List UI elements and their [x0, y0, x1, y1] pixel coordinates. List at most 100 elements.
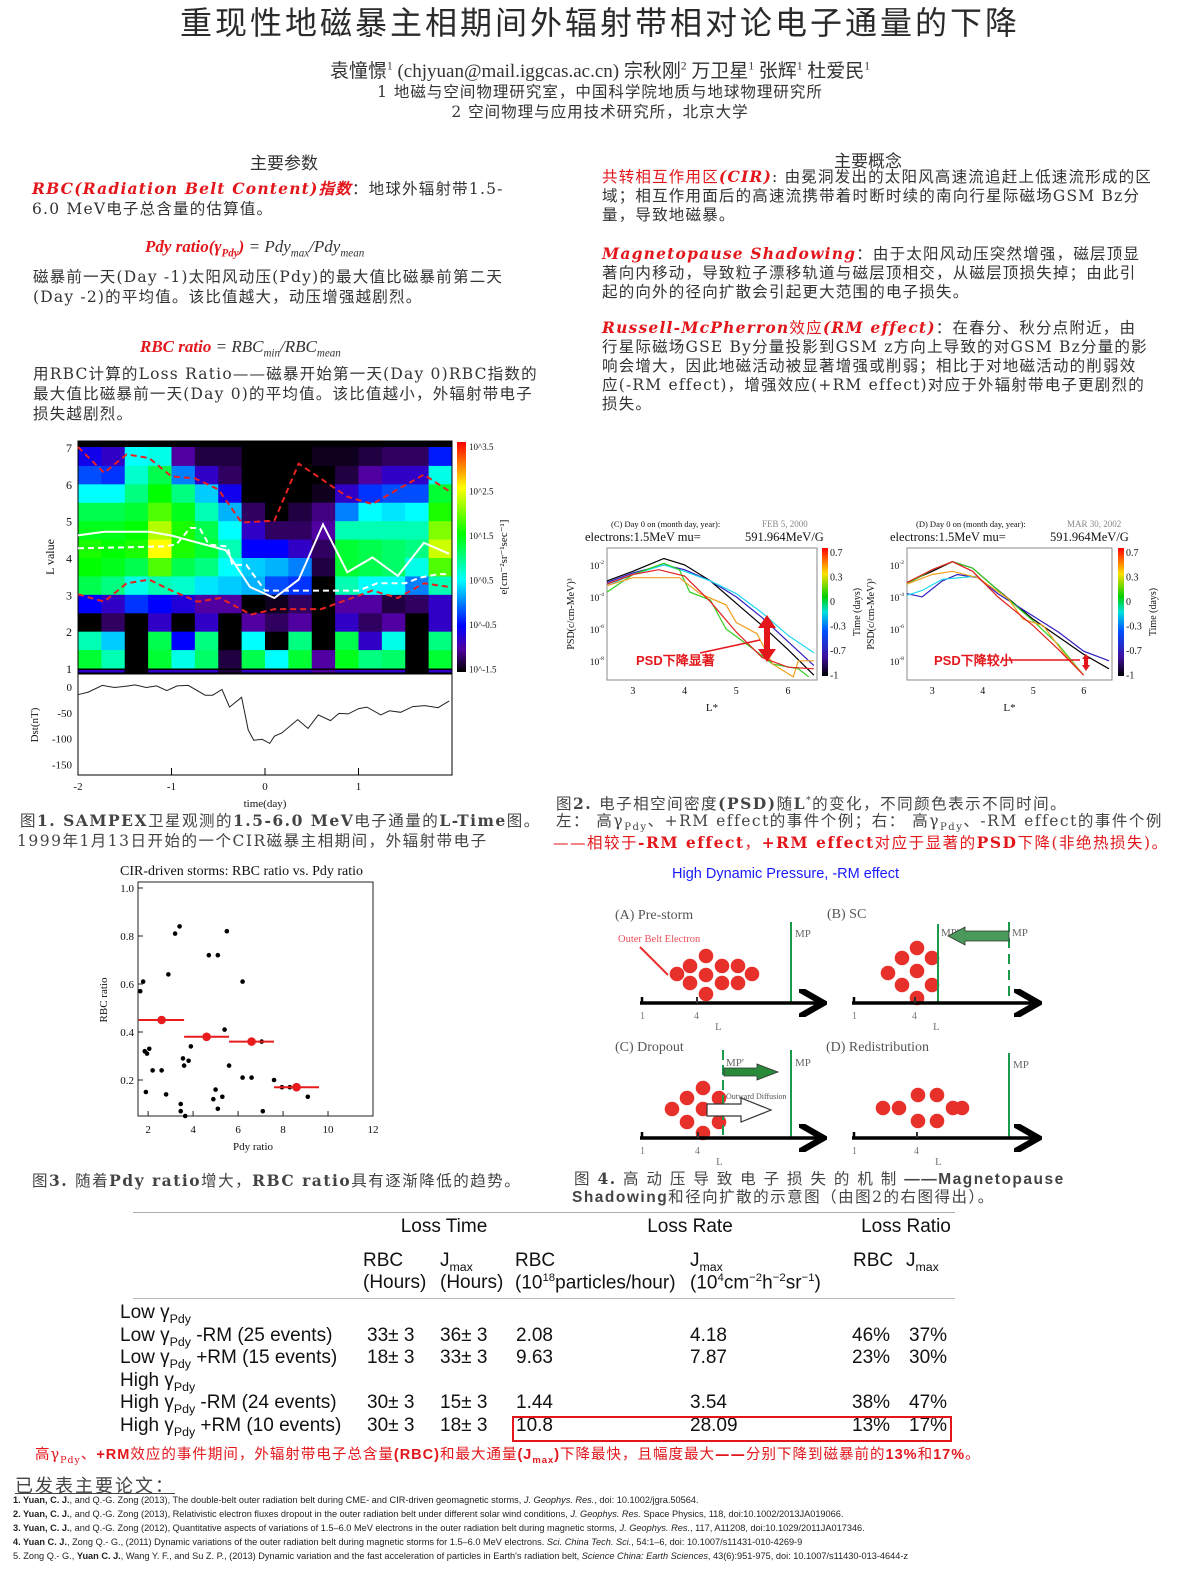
electron-dot [924, 977, 940, 993]
heatmap-cell [311, 649, 336, 669]
text-run: −1 [801, 1272, 815, 1284]
reference-item: 2. Yuan, C. J., and Q.-G. Zong (2013), R… [13, 1509, 843, 1519]
electron-dot [909, 963, 925, 979]
text-run: 下降最快，且幅度最大 [560, 1447, 716, 1463]
text-run: /RBC [280, 337, 317, 356]
data-point [215, 952, 221, 958]
text-run: 效应的事件期间，外辐射带电子总含量 [130, 1447, 394, 1463]
heatmap-cell [311, 520, 336, 540]
data-point [186, 1058, 191, 1064]
data-point [249, 1075, 254, 1080]
text-run: , doi: 10.1002/jgra.50564. [594, 1495, 699, 1505]
colorbar-label: Time (days) [852, 588, 863, 636]
x-axis-label: L* [1003, 702, 1015, 714]
heatmap-cell [218, 649, 243, 669]
heatmap-cell [358, 575, 383, 595]
heatmap-cell [124, 483, 149, 503]
highlight-box [512, 1415, 952, 1442]
heatmap-cell [148, 557, 172, 577]
heatmap-cell [311, 575, 336, 595]
heatmap-cell [381, 483, 406, 503]
text-run: 1 [387, 60, 393, 73]
text-run: 。 [965, 1447, 981, 1463]
text-run: J. Geophys. Res. [619, 1523, 690, 1533]
heatmap-cell [265, 612, 289, 632]
heatmap-cell [171, 447, 196, 466]
heatmap-cell [148, 612, 172, 632]
plot-frame [906, 547, 1113, 681]
text-run: 张辉 [754, 61, 797, 82]
text-run: 图 [32, 1172, 50, 1190]
text-run: 2. [573, 794, 600, 814]
data-point [260, 1108, 266, 1114]
heatmap-cell [381, 631, 406, 651]
heatmap-cell [381, 649, 406, 669]
diffusion-arrow-icon [706, 1097, 773, 1123]
heatmap-cell [241, 649, 266, 669]
heatmap-cell [148, 465, 172, 485]
heatmap-cell [241, 483, 266, 503]
text-run: 杜爱民 [802, 61, 865, 82]
text-run: 1 [864, 60, 870, 73]
heatmap-cell [265, 631, 289, 651]
energy-label: electrons:1.5MeV mu= [585, 530, 701, 544]
text-run: Pdy ratio [109, 1171, 202, 1190]
text-run: 、 [80, 1447, 97, 1463]
heatmap-cell [194, 447, 219, 466]
heatmap-cell [148, 447, 172, 466]
colorbar-tick-label: 10^2.5 [469, 487, 494, 497]
heatmap-cell [288, 483, 313, 503]
text-run: RBC(Radiation Belt Content)指数 [32, 179, 352, 198]
colorbar-label: Time (days) [1148, 588, 1159, 636]
text-run: * [806, 795, 813, 806]
data-point [146, 1046, 152, 1052]
panel-b-label: (B) SC [827, 907, 866, 922]
colorbar-tick-label: 10^0.5 [469, 576, 494, 586]
electron-dot [714, 958, 730, 974]
text-run: ——相较于 [553, 834, 639, 852]
text-run: J. Geophys. Res. [570, 1509, 641, 1519]
data-point [163, 1092, 169, 1097]
heatmap-cell [405, 631, 430, 651]
text-run: , and Q.-G. Zong (2013), The double-belt… [69, 1495, 524, 1505]
heatmap-cell [381, 520, 406, 540]
x-tick-label: 3 [930, 686, 935, 697]
text-run: 卫星观测的 [147, 812, 233, 830]
table-header-rule [133, 1298, 955, 1299]
y-tick-label: 0.8 [120, 931, 134, 943]
psd-drop-small-label: PSD下降较小 [934, 653, 1013, 668]
dst-line [77, 684, 450, 745]
heatmap-cell [124, 612, 149, 632]
heatmap-cell [311, 594, 336, 614]
heatmap-cell [335, 502, 359, 522]
column-unit: (1018particles/hour) [515, 1272, 676, 1294]
psd-drop-significant-label: PSD下降显著 [636, 653, 715, 668]
text-run: Pdy [169, 1334, 191, 1349]
table-row-label: Low γPdy +RM (15 events) [120, 1347, 337, 1371]
electron-dot [695, 1080, 711, 1096]
text-run: , 43(6):951-975, doi: 10.1007/s11430-013… [707, 1551, 908, 1561]
heatmap-cell [428, 520, 453, 540]
heatmap-cell [358, 520, 383, 540]
heatmap-cell [241, 575, 266, 595]
heatmap-cell [78, 465, 102, 485]
text-run: ：地球外辐射带1.5-6.0 MeV电子总含量的估算值。 [32, 180, 504, 218]
heatmap-cell [311, 557, 336, 577]
heatmap-cell [171, 612, 196, 632]
heatmap-cell [381, 539, 406, 558]
table-cell: 4.18 [690, 1324, 727, 1346]
data-point [140, 979, 146, 984]
electron-dot [744, 966, 760, 982]
figure-4-caption-line2: Shadowing和径向扩散的示意图（由图2的右图得出）。 [572, 1187, 995, 1209]
table-cell: 10.8 [516, 1414, 553, 1436]
text-run: cm [723, 1272, 750, 1294]
rbc-definition: RBC(Radiation Belt Content)指数：地球外辐射带1.5-… [32, 179, 512, 219]
heatmap-cell [194, 557, 219, 577]
psd-panel-(D): (D) Day 0 on (month day, year): MAR 30, … [866, 519, 1159, 714]
heatmap-cell [171, 649, 196, 669]
table-cell: 30% [909, 1347, 948, 1368]
electron-dot [910, 1087, 926, 1103]
colorbar-tick-label: -1 [830, 671, 838, 682]
table-cell: 13% [852, 1414, 891, 1436]
text-run: max [915, 1259, 939, 1274]
